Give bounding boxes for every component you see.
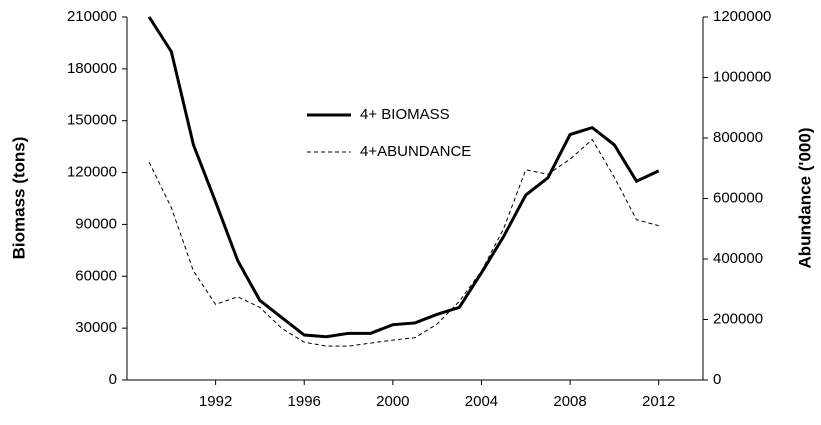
legend-label: 4+ABUNDANCE [360,143,471,160]
y-axis-title: Biomass (tons) [9,137,28,260]
series-line [147,16,660,339]
x-tick-label: 2008 [553,393,586,410]
y-tick-label: 0 [109,371,117,388]
x-tick-label: 2004 [465,393,498,410]
y-tick-label: 60000 [75,267,117,284]
series-line [148,138,659,347]
y2-tick-label: 400000 [713,250,763,267]
legend-label: 4+ BIOMASS [360,106,450,123]
y2-tick-label: 600000 [713,189,763,206]
y-tick-label: 30000 [75,319,117,336]
y-tick-label: 150000 [67,112,117,129]
x-tick-label: 1996 [288,393,321,410]
y-tick-label: 180000 [67,60,117,77]
y2-tick-label: 1000000 [713,68,771,85]
y2-tick-label: 1200000 [713,8,771,25]
x-tick-label: 2012 [642,393,675,410]
x-tick-label: 1992 [199,393,232,410]
y2-tick-label: 200000 [713,310,763,327]
y2-tick-label: 800000 [713,129,763,146]
y2-axis-title: Abundance ('000) [795,127,814,268]
y-tick-label: 90000 [75,215,117,232]
y-tick-label: 210000 [67,8,117,25]
x-tick-label: 2000 [376,393,409,410]
y2-tick-label: 0 [713,371,721,388]
y-tick-label: 120000 [67,164,117,181]
